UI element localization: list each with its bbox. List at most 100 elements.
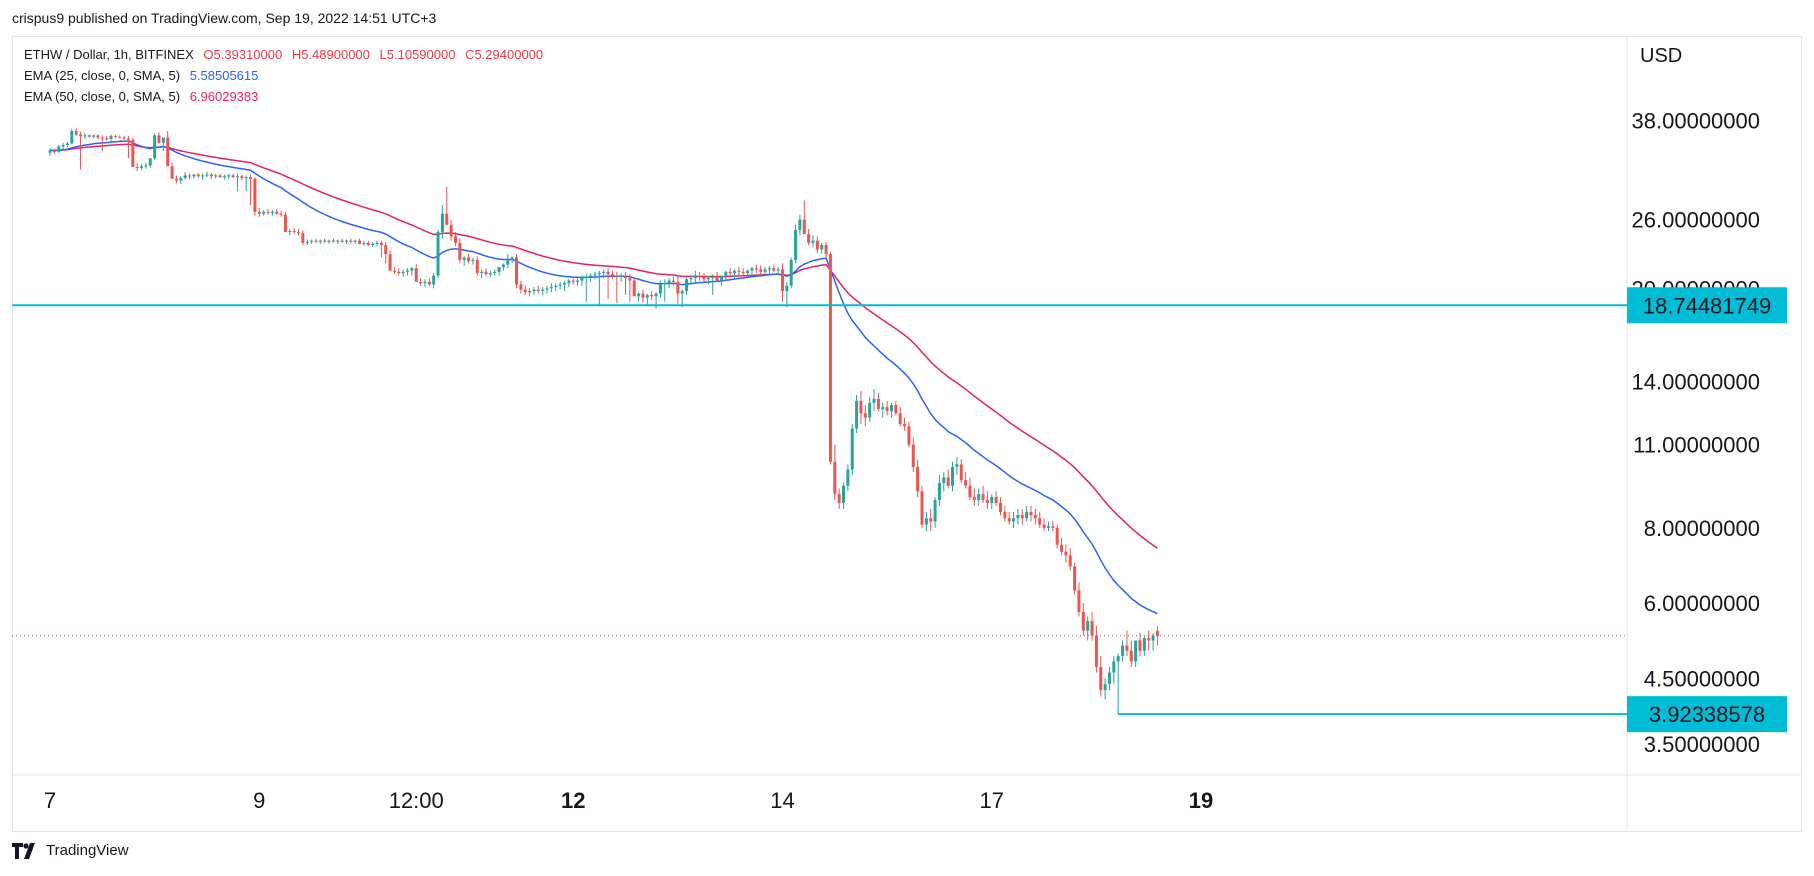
candle-body — [850, 428, 854, 470]
candle-body — [331, 240, 335, 242]
candle-body — [366, 242, 370, 246]
candle-body — [109, 136, 113, 140]
candle-body — [410, 268, 414, 271]
candle-body — [576, 280, 580, 282]
candle-body — [83, 135, 87, 137]
ema25-value: 5.58505615 — [189, 68, 259, 83]
candle-body — [427, 281, 431, 285]
candle-body — [1090, 621, 1094, 636]
high-value: H5.48900000 — [291, 47, 370, 62]
candle-body — [297, 232, 301, 234]
candle-body — [619, 275, 623, 277]
candle-body — [1086, 621, 1090, 631]
candle-body — [763, 269, 767, 272]
x-tick-label: 7 — [44, 788, 56, 813]
candle-body — [589, 275, 593, 277]
candle-body — [685, 279, 689, 291]
x-tick-label: 12 — [561, 788, 585, 813]
y-tick-label: 26.00000000 — [1632, 208, 1760, 233]
candle-body — [126, 138, 130, 140]
candle-body — [562, 283, 566, 285]
ema25-legend-row[interactable]: EMA (25, close, 0, SMA, 5) 5.58505615 — [24, 65, 549, 86]
candle-body — [406, 270, 410, 272]
candle-body — [920, 491, 924, 525]
candle-body — [924, 518, 928, 525]
candle-body — [606, 271, 610, 275]
candle-body — [445, 213, 449, 225]
candle-body — [227, 175, 231, 177]
candle-body — [828, 254, 832, 462]
candle-body — [667, 280, 671, 284]
candle-body — [1016, 515, 1020, 519]
y-tick-label: 38.00000000 — [1632, 109, 1760, 134]
candle-body — [1060, 544, 1064, 552]
candle-body — [371, 243, 375, 246]
x-tick-label: 12:00 — [389, 788, 444, 813]
candle-body — [336, 240, 340, 242]
candle-body — [536, 289, 540, 291]
candle-body — [580, 278, 584, 281]
candle-body — [188, 175, 192, 177]
candle-body — [798, 219, 802, 230]
candle-body — [497, 266, 501, 272]
currency-label: USD — [1640, 45, 1682, 67]
candle-body — [301, 233, 305, 243]
candle-body — [153, 135, 157, 159]
candle-body — [1147, 637, 1151, 641]
candle-body — [166, 137, 170, 167]
candle-body — [323, 240, 327, 242]
candle-body — [541, 289, 545, 291]
candle-body — [148, 158, 152, 166]
candle-body — [279, 213, 283, 215]
candle-body — [310, 240, 314, 242]
candle-body — [92, 135, 96, 137]
candle-body — [70, 131, 74, 144]
candle-body — [436, 232, 440, 276]
candle-body — [824, 245, 828, 255]
candle-body — [61, 145, 65, 147]
candle-body — [846, 469, 850, 486]
symbol-label[interactable]: ETHW / Dollar, 1h, BITFINEX — [24, 47, 194, 62]
candle-body — [384, 245, 388, 255]
low-value: L5.10590000 — [379, 47, 456, 62]
ema50-line — [49, 143, 1158, 549]
candle-body — [105, 138, 109, 140]
candle-body — [567, 280, 571, 284]
candle-body — [780, 269, 784, 291]
candle-body — [807, 234, 811, 243]
candle-body — [1055, 527, 1059, 545]
candle-body — [52, 150, 56, 152]
candle-body — [506, 259, 510, 265]
candle-body — [275, 211, 279, 214]
candle-body — [1007, 518, 1011, 522]
candle-body — [358, 240, 362, 244]
candle-body — [680, 290, 684, 294]
chart-frame[interactable] — [12, 36, 1802, 832]
x-tick-label: 19 — [1189, 788, 1213, 813]
candle-body — [1042, 524, 1046, 528]
close-value: C5.29400000 — [465, 47, 544, 62]
candle-body — [523, 289, 527, 293]
candle-body — [1142, 637, 1146, 651]
ema50-legend-row[interactable]: EMA (50, close, 0, SMA, 5) 6.96029383 — [24, 86, 549, 107]
candle-body — [593, 274, 597, 276]
tradingview-brand[interactable]: TradingView — [46, 842, 129, 859]
candle-body — [833, 461, 837, 495]
tradingview-logo-icon[interactable] — [12, 842, 40, 859]
candle-body — [122, 137, 126, 139]
candle-body — [392, 270, 396, 272]
candle-body — [959, 464, 963, 481]
candle-body — [414, 268, 418, 282]
candle-body — [449, 224, 453, 237]
candle-body — [349, 240, 353, 242]
candle-body — [493, 271, 497, 274]
candle-body — [693, 275, 697, 279]
candle-body — [1138, 640, 1142, 651]
candle-body — [776, 269, 780, 271]
candle-body — [480, 271, 484, 274]
ema25-line — [49, 140, 1158, 615]
candle-body — [885, 407, 889, 412]
candle-body — [65, 143, 69, 146]
candle-body — [750, 268, 754, 271]
